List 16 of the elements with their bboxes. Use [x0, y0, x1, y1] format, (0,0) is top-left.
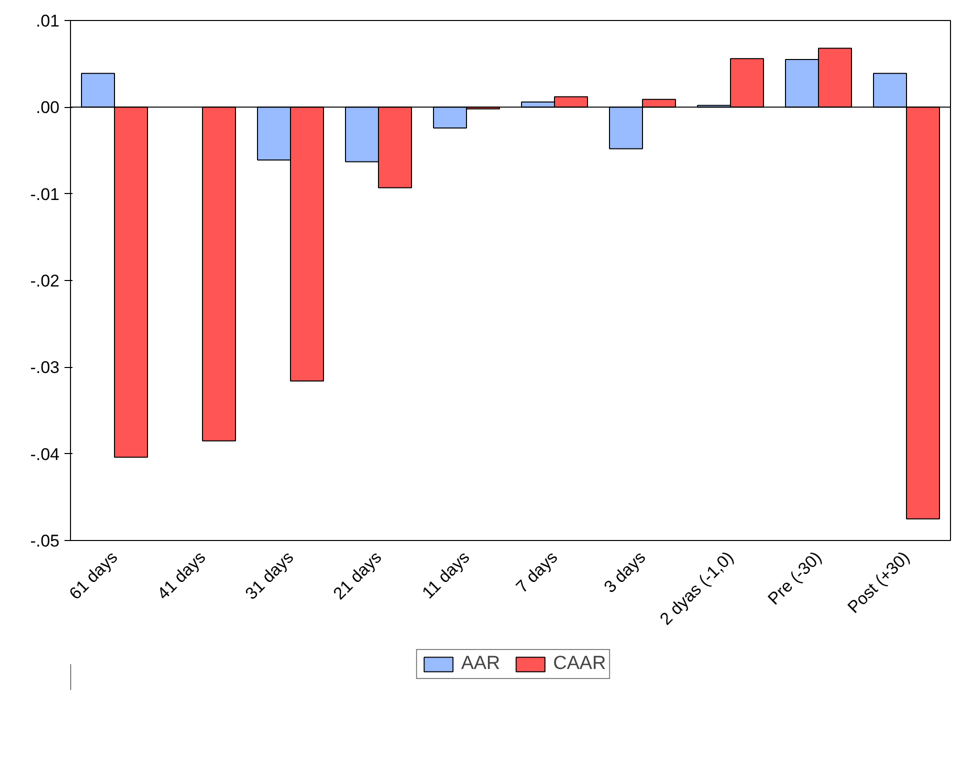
x-tick-label: 31 days [242, 548, 298, 604]
y-tick-label: -.01 [30, 184, 60, 204]
x-tick-label: 41 days [154, 548, 210, 604]
y-tick-label: -.05 [30, 532, 60, 550]
y-tick-label: -.04 [30, 444, 60, 464]
x-tick-label: 3 days [600, 548, 650, 597]
legend-label: CAAR [553, 653, 606, 675]
x-tick-label: 11 days [418, 548, 474, 602]
y-tick-label: .01 [36, 12, 60, 30]
x-tick-label: 7 days [512, 548, 562, 597]
y-tick-label: .00 [36, 98, 60, 118]
y-tick-label: -.03 [30, 358, 60, 378]
legend-label: AAR [461, 653, 500, 675]
x-tick-label: 61 days [66, 548, 122, 604]
x-tick-label: 21 days [330, 548, 386, 604]
y-tick-label: -.02 [30, 272, 60, 290]
